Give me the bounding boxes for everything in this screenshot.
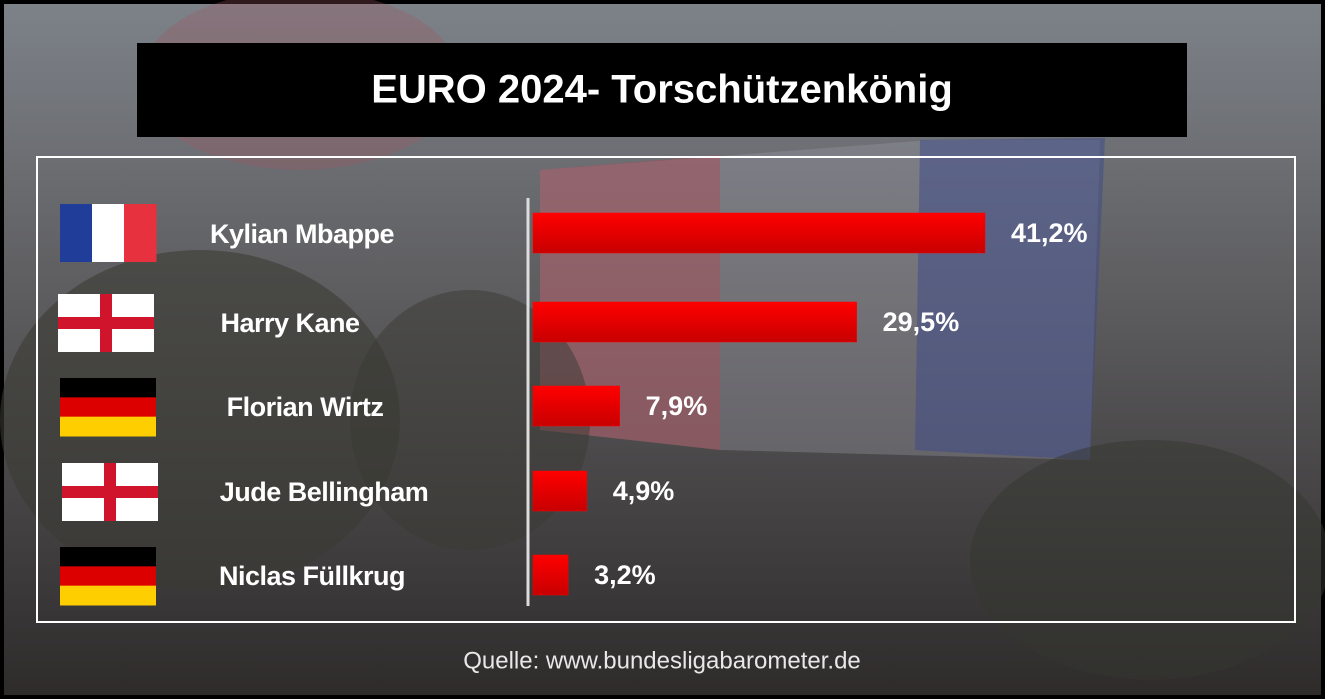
category-label: Niclas Füllkrug (219, 561, 405, 591)
bar (532, 554, 569, 596)
flag-stripe (92, 204, 125, 262)
bar (532, 385, 620, 427)
flag-stripe (60, 585, 156, 606)
flag (60, 547, 156, 606)
panel-frame (36, 156, 1296, 623)
value-label: 4,9% (613, 476, 675, 506)
flag-cross (62, 486, 158, 498)
flag-stripe (60, 397, 156, 418)
flag (60, 378, 156, 437)
flag-stripe (60, 416, 156, 437)
flag-stripe (60, 566, 156, 587)
source: Quelle: www.bundesligabarometer.de (463, 647, 861, 674)
category-label: Kylian Mbappe (210, 219, 395, 249)
trees (350, 290, 590, 550)
flag (62, 463, 158, 521)
flag-backdrop-blue (915, 138, 1105, 460)
flag-stripe (60, 547, 156, 567)
trees (970, 440, 1325, 680)
bar (532, 212, 986, 254)
value-label: 41,2% (1011, 218, 1088, 248)
bar (532, 301, 857, 343)
flag-stripe (124, 204, 157, 262)
bar (532, 470, 588, 512)
chart-title: EURO 2024- Torschützenkönig (371, 68, 953, 112)
flag-stripe (60, 378, 156, 398)
flag-cross (58, 317, 154, 329)
category-label: Harry Kane (220, 308, 360, 338)
value-label: 3,2% (594, 560, 656, 590)
category-label: Jude Bellingham (220, 477, 429, 507)
value-label: 29,5% (883, 307, 960, 337)
flag-stripe (60, 204, 93, 262)
value-label: 7,9% (646, 391, 708, 421)
category-label: Florian Wirtz (227, 392, 384, 422)
flag (58, 294, 154, 352)
title-box (137, 43, 1187, 137)
flag (60, 204, 157, 262)
